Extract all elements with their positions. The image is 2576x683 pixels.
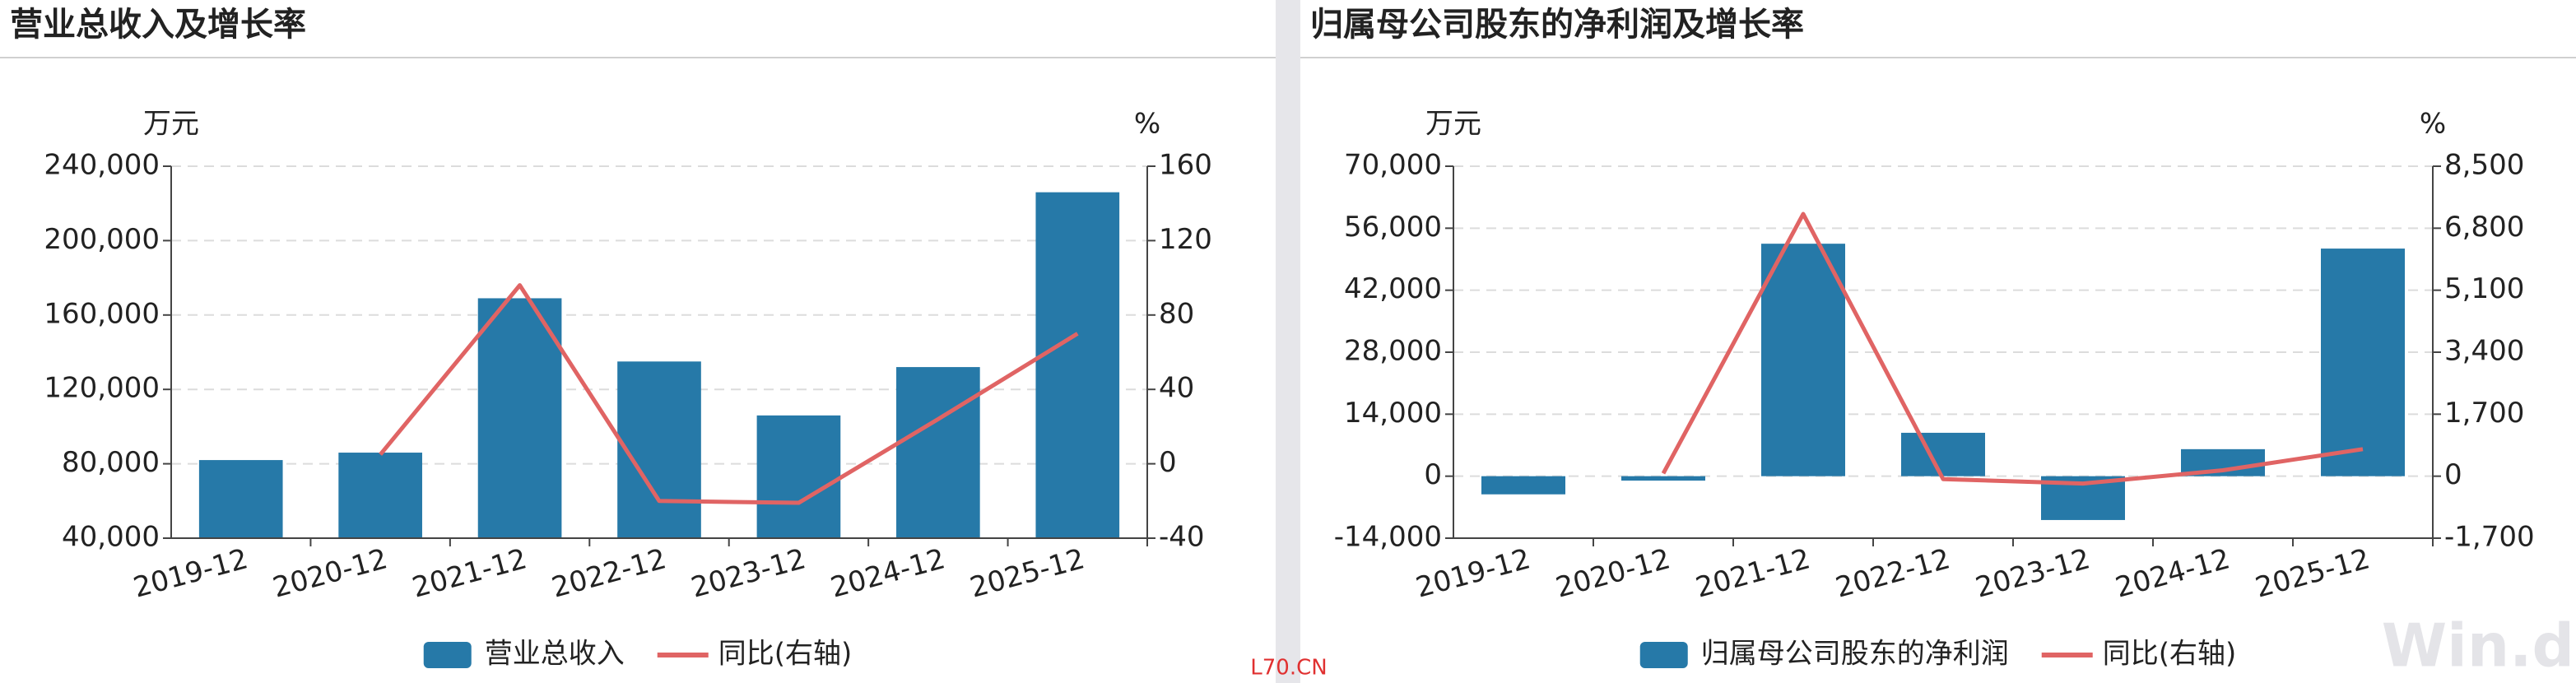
y2-tick-label: 8,500 — [2444, 149, 2524, 182]
bar — [2321, 249, 2405, 476]
x-tick-label: 2022-12 — [548, 542, 670, 604]
y2-tick-label: 0 — [1159, 446, 1177, 479]
bar — [338, 453, 422, 538]
x-tick-label: 2023-12 — [1972, 542, 2094, 604]
x-tick-label: 2020-12 — [1552, 542, 1674, 604]
y-tick-label: 14,000 — [1344, 397, 1442, 430]
bar — [198, 460, 283, 538]
panel-divider — [1276, 0, 1300, 683]
y2-axis-unit: % — [2420, 108, 2446, 141]
x-tick-label: 2021-12 — [409, 542, 531, 604]
y2-tick-label: 120 — [1159, 223, 1212, 256]
y-tick-label: 70,000 — [1344, 149, 1442, 182]
y2-tick-label: 80 — [1159, 297, 1194, 330]
x-tick-label: 2021-12 — [1692, 542, 1814, 604]
y2-tick-label: 40 — [1159, 372, 1194, 405]
y-tick-label: 200,000 — [44, 223, 160, 256]
y2-tick-label: 160 — [1159, 149, 1212, 182]
x-tick-label: 2025-12 — [966, 542, 1088, 604]
x-tick-label: 2023-12 — [688, 542, 810, 604]
bar — [896, 367, 980, 538]
y-tick-label: -14,000 — [1334, 521, 1442, 554]
bar — [1621, 476, 1705, 481]
y-tick-label: 160,000 — [44, 297, 160, 330]
y2-tick-label: 5,100 — [2444, 272, 2524, 305]
legend-label: 同比(右轴) — [2103, 638, 2237, 671]
y-tick-label: 28,000 — [1344, 335, 1442, 368]
x-tick-label: 2022-12 — [1832, 542, 1954, 604]
y-tick-label: 42,000 — [1344, 272, 1442, 305]
y2-tick-label: 6,800 — [2444, 211, 2524, 244]
y-tick-label: 120,000 — [44, 372, 160, 405]
x-tick-label: 2024-12 — [2112, 542, 2234, 604]
y-tick-label: 40,000 — [62, 521, 160, 554]
legend-swatch — [423, 642, 472, 668]
x-tick-label: 2025-12 — [2252, 542, 2374, 604]
legend: 营业总收入 同比(右轴) — [423, 638, 853, 671]
chart: 归属母公司股东的净利润及增长率 -14,000 0 14,000 28,000 42,00… — [1310, 6, 2535, 671]
line — [1661, 211, 2364, 486]
bar — [1901, 432, 1985, 476]
watermark: L70.CN — [1250, 656, 1327, 681]
legend-swatch — [1639, 642, 1688, 668]
legend-label: 归属母公司股东的净利润 — [1701, 638, 2009, 671]
y2-tick-label: -40 — [1159, 521, 1205, 554]
y-tick-label: 240,000 — [44, 149, 160, 182]
x-tick-label: 2020-12 — [269, 542, 391, 604]
y2-axis-unit: % — [1134, 108, 1160, 141]
legend: 归属母公司股东的净利润 同比(右轴) — [1639, 638, 2237, 671]
legend-label: 同比(右轴) — [718, 638, 853, 671]
y-tick-label: 80,000 — [62, 446, 160, 479]
y2-tick-label: 0 — [2444, 458, 2462, 491]
chart-title: 归属母公司股东的净利润及增长率 — [1310, 6, 1804, 44]
y-tick-label: 0 — [1424, 458, 1442, 491]
bar — [1481, 476, 1565, 495]
bar — [477, 298, 562, 538]
bar — [617, 361, 701, 538]
y-tick-label: 56,000 — [1344, 211, 1442, 244]
y2-tick-label: -1,700 — [2444, 521, 2535, 554]
y-axis-unit: 万元 — [143, 108, 199, 141]
legend-label: 营业总收入 — [485, 638, 625, 671]
x-tick-label: 2024-12 — [827, 542, 949, 604]
chart-title: 营业总收入及增长率 — [10, 6, 306, 44]
y2-tick-label: 1,700 — [2444, 397, 2524, 430]
y-axis-unit: 万元 — [1425, 108, 1481, 141]
line — [379, 283, 1079, 505]
bar — [1035, 192, 1120, 538]
bar — [756, 415, 841, 538]
watermark: Win.d — [2382, 611, 2574, 681]
bar — [1761, 244, 1845, 476]
y2-tick-label: 3,400 — [2444, 335, 2524, 368]
chart: 营业总收入及增长率 40,000 80,000 120,000 160,000 200,0… — [10, 6, 1212, 671]
